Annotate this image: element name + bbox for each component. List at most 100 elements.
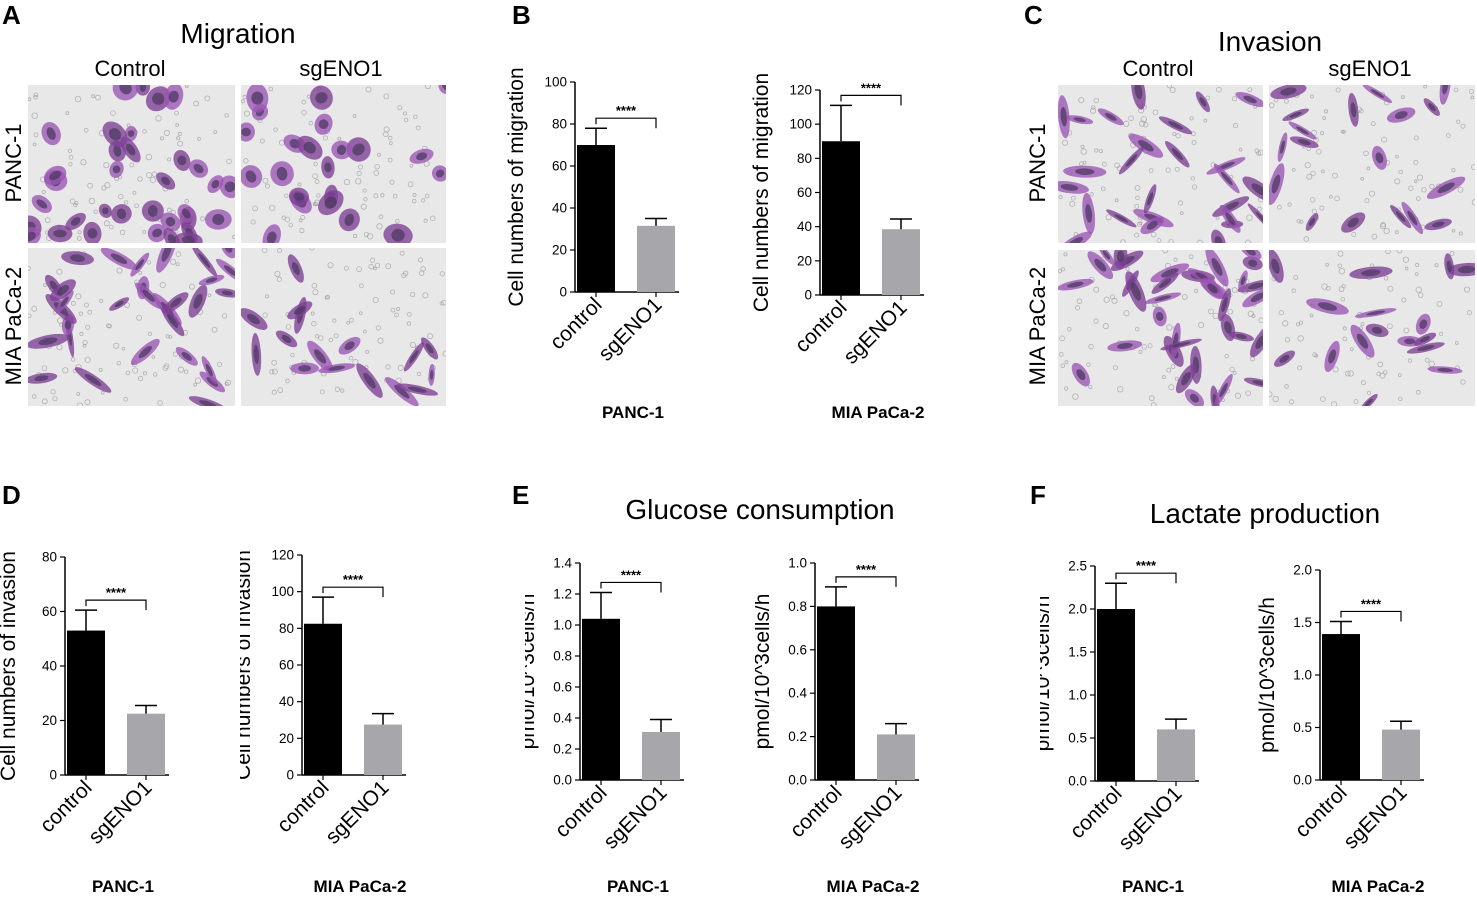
membrane-pore: [310, 311, 315, 316]
membrane-pore: [1455, 341, 1459, 345]
cell-nucleus: [1211, 257, 1223, 276]
membrane-pore: [232, 235, 235, 239]
membrane-pore: [1278, 310, 1284, 316]
y-tick-label: 40: [279, 694, 294, 709]
membrane-pore: [1101, 186, 1106, 192]
membrane-pore: [31, 394, 37, 399]
membrane-pore: [1408, 185, 1414, 191]
membrane-pore: [1094, 148, 1099, 153]
membrane-pore: [311, 321, 317, 327]
y-tick-label: 2.0: [1068, 602, 1087, 617]
membrane-pore: [1311, 208, 1317, 214]
cell-nucleus: [291, 262, 300, 275]
membrane-pore: [243, 158, 249, 164]
membrane-pore: [108, 224, 114, 230]
cell-nucleus: [224, 181, 235, 193]
membrane-pore: [394, 312, 399, 318]
y-tick-label: 0.0: [788, 773, 807, 788]
membrane-pore: [1416, 174, 1424, 181]
membrane-pore: [1436, 301, 1443, 307]
membrane-pore: [67, 148, 73, 153]
membrane-pore: [183, 369, 189, 374]
cell-nucleus: [1220, 171, 1233, 186]
significance-bracket: [835, 576, 897, 587]
membrane-pore: [353, 234, 358, 239]
cell-nucleus: [170, 297, 182, 308]
membrane-pore: [390, 289, 396, 295]
membrane-pore: [69, 198, 76, 205]
cell-nucleus: [1252, 380, 1263, 386]
cell-nucleus: [1251, 183, 1263, 196]
membrane-pore: [83, 127, 89, 133]
membrane-pore: [1080, 144, 1085, 149]
panel-label-d: D: [2, 480, 21, 510]
cell-nucleus: [199, 400, 217, 406]
cell-nucleus: [1076, 369, 1086, 381]
membrane-pore: [285, 324, 292, 330]
membrane-pore: [299, 227, 305, 234]
membrane-pore: [213, 130, 218, 134]
y-tick-label: 2.0: [1293, 563, 1312, 578]
membrane-pore: [1451, 228, 1456, 233]
membrane-pore: [1161, 375, 1166, 379]
membrane-pore: [1093, 286, 1100, 293]
membrane-pore: [373, 170, 380, 176]
cell-nucleus: [1457, 265, 1475, 274]
invasion-row-miapaca2: MIA PaCa-2: [1025, 266, 1050, 386]
cell-nucleus: [1158, 278, 1172, 289]
membrane-pore: [193, 382, 197, 387]
membrane-pore: [77, 230, 82, 235]
membrane-pore: [82, 339, 88, 346]
membrane-pore: [177, 131, 182, 137]
cell-nucleus: [1240, 276, 1246, 286]
membrane-pore: [392, 193, 398, 199]
membrane-pore: [375, 325, 381, 331]
cell-nucleus: [1370, 89, 1384, 98]
membrane-pore: [1370, 121, 1376, 127]
membrane-pore: [409, 163, 414, 168]
cell-nucleus: [1134, 85, 1143, 100]
y-tick-label: 1.0: [788, 556, 807, 571]
bar-control: [304, 623, 342, 775]
membrane-pore: [388, 135, 393, 141]
membrane-pore: [1335, 87, 1341, 93]
y-tick-label: 80: [552, 117, 567, 132]
x-tick-label: sgENO1: [321, 776, 393, 848]
membrane-pore: [1272, 395, 1279, 403]
membrane-pore: [1117, 386, 1124, 393]
membrane-pore: [1058, 269, 1062, 274]
membrane-pore: [1325, 262, 1329, 267]
membrane-pore: [1150, 231, 1157, 238]
y-tick-label: 100: [544, 75, 567, 90]
membrane-pore: [271, 359, 278, 366]
membrane-pore: [65, 111, 70, 115]
y-tick-label: 0.0: [553, 773, 572, 788]
membrane-pore: [399, 250, 405, 256]
membrane-pore: [1453, 87, 1459, 93]
x-tick-label: sgENO1: [1114, 782, 1186, 854]
cell-nucleus: [142, 289, 155, 302]
cell-nucleus: [181, 235, 195, 243]
cell-nucleus: [1407, 210, 1418, 226]
membrane-pore: [33, 95, 38, 100]
membrane-pore: [172, 351, 178, 357]
membrane-pore: [1306, 173, 1313, 180]
membrane-pore: [1142, 122, 1149, 128]
membrane-pore: [1456, 119, 1461, 124]
membrane-pore: [1458, 231, 1463, 236]
cell-nucleus: [407, 386, 427, 393]
membrane-pore: [373, 193, 379, 199]
panel-label-a: A: [2, 0, 21, 30]
cell-nucleus: [324, 196, 337, 209]
bar-control: [822, 141, 860, 295]
cell-nucleus: [1417, 345, 1435, 351]
membrane-pore: [1088, 343, 1094, 350]
y-axis-label: Cell numbers of invasion: [240, 550, 255, 780]
x-axis-label: MIA PaCa-2: [832, 403, 925, 422]
membrane-pore: [1451, 168, 1456, 173]
membrane-pore: [403, 117, 409, 123]
membrane-pore: [1189, 116, 1194, 121]
y-tick-label: 80: [797, 151, 812, 166]
membrane-pore: [290, 352, 295, 358]
membrane-pore: [84, 399, 91, 406]
